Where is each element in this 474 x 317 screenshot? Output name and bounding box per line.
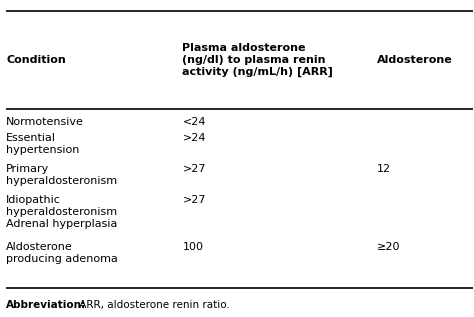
Text: Primary
hyperaldosteronism: Primary hyperaldosteronism — [6, 164, 117, 186]
Text: Idiopathic
hyperaldosteronism
Adrenal hyperplasia: Idiopathic hyperaldosteronism Adrenal hy… — [6, 195, 118, 229]
Text: Aldosterone: Aldosterone — [377, 55, 453, 65]
Text: 12: 12 — [377, 164, 391, 174]
Text: Abbreviation:: Abbreviation: — [6, 300, 86, 310]
Text: 100: 100 — [182, 242, 203, 252]
Text: >27: >27 — [182, 164, 206, 174]
Text: ARR, aldosterone renin ratio.: ARR, aldosterone renin ratio. — [76, 300, 230, 310]
Text: ≥20: ≥20 — [377, 242, 401, 252]
Text: >27: >27 — [182, 195, 206, 205]
Text: Essential
hypertension: Essential hypertension — [6, 133, 80, 155]
Text: Aldosterone
producing adenoma: Aldosterone producing adenoma — [6, 242, 118, 264]
Text: >24: >24 — [182, 133, 206, 143]
Text: <24: <24 — [182, 117, 206, 127]
Text: Condition: Condition — [6, 55, 66, 65]
Text: Normotensive: Normotensive — [6, 117, 84, 127]
Text: Plasma aldosterone
(ng/dl) to plasma renin
activity (ng/mL/h) [ARR]: Plasma aldosterone (ng/dl) to plasma ren… — [182, 43, 333, 77]
